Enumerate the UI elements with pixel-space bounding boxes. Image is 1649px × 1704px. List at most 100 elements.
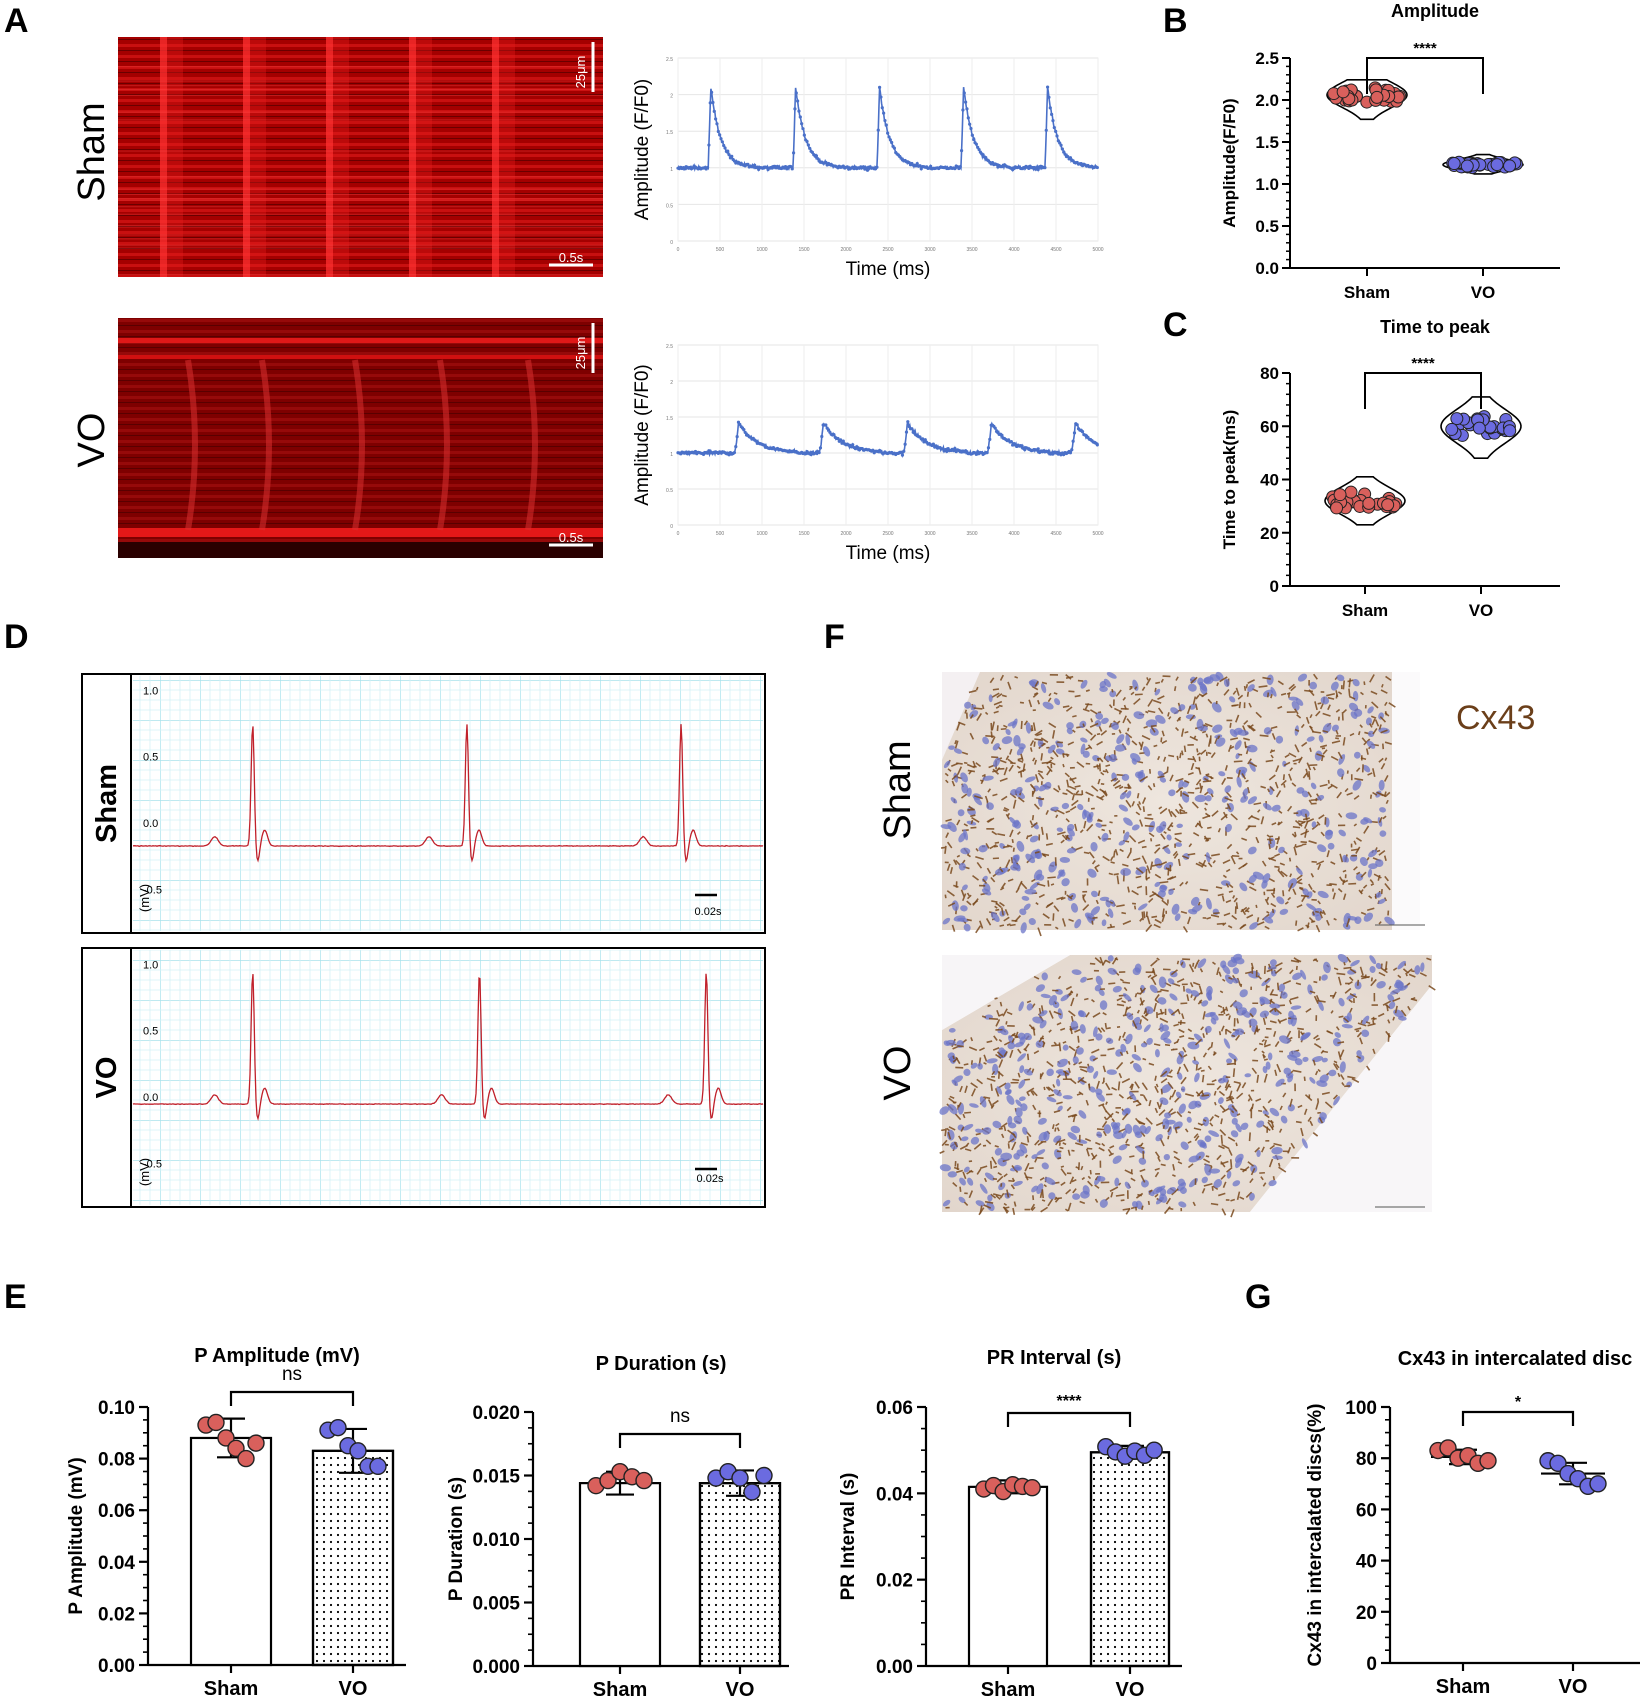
trace-xtick-label: 4500 [1050, 531, 1061, 537]
linescan-vo-band [352, 359, 365, 531]
trace-point [730, 154, 734, 158]
trace-point [923, 438, 927, 442]
trace-point [1048, 106, 1052, 110]
data-point [1362, 496, 1376, 510]
trace-point [824, 160, 828, 164]
panel-b-letter: B [1163, 2, 1188, 40]
linescan-sham-band [160, 37, 167, 277]
significance-bracket [1461, 1410, 1575, 1426]
trace-xtick-label: 3000 [924, 531, 935, 537]
trace-point [710, 90, 714, 94]
xtick-label: Sham [593, 1679, 647, 1701]
trace-point [984, 155, 988, 160]
trace-point [1054, 129, 1058, 133]
trace-point [743, 430, 747, 435]
bar [698, 1482, 782, 1668]
significance-label: ns [282, 1364, 302, 1385]
ytick-label: 0.0 [1255, 259, 1279, 278]
data-point [1333, 488, 1347, 502]
trace-point [810, 150, 815, 154]
trace-point [910, 427, 914, 431]
linescan-vo: VO 25μm 0.5s [71, 318, 603, 558]
ecg-ytick-label: 0.5 [143, 752, 158, 764]
data-point [329, 1418, 347, 1437]
data-point [1344, 485, 1358, 499]
trace-ytick-label: 2.5 [666, 57, 673, 63]
trace-point [1075, 423, 1079, 427]
trace-point [974, 452, 978, 456]
violin-chart-time-to-peak: Time to peak 0 20 40 60 80 Time to peak(ms) Sha… [1220, 317, 1560, 620]
significance-bracket [618, 1432, 742, 1448]
trace-point [832, 432, 836, 437]
trace-point [1050, 112, 1054, 116]
trace-point [887, 135, 891, 139]
data-point [743, 1483, 761, 1501]
data-point [1479, 1452, 1497, 1470]
trace-point [929, 164, 933, 168]
trace-ylabel: Amplitude (F/F0) [632, 364, 653, 505]
data-point [1472, 421, 1486, 435]
trace-ytick-label: 1 [670, 167, 673, 173]
trace-point [791, 151, 796, 155]
linescan-sham-band [326, 37, 333, 277]
trace-xtick-label: 4000 [1008, 531, 1019, 537]
trace-point [900, 453, 905, 457]
significance-bracket [1366, 57, 1484, 94]
trace-point [735, 434, 739, 439]
ecg-ytick-label: 0.0 [143, 1092, 158, 1104]
significance-bracket [229, 1390, 355, 1406]
ytick-label: 0 [1270, 577, 1279, 596]
trace-point [796, 99, 800, 103]
ecg-unit: (mV) [137, 1158, 152, 1186]
trace-xtick-label: 0 [677, 531, 680, 537]
trace-point [993, 426, 997, 430]
data-point [1589, 1475, 1607, 1493]
ecg-vo: VO 1.0 0.5 0.0 -0.5(mV) 0.02s [81, 947, 766, 1208]
chart-ylabel: P Duration (s) [446, 1477, 467, 1601]
trace-point [906, 420, 910, 424]
ytick-label: 100 [1345, 1398, 1377, 1419]
ytick-label: 40 [1356, 1552, 1377, 1573]
trace-xtick-label: 1000 [756, 247, 767, 253]
trace-point [1068, 451, 1073, 455]
trace-xlabel: Time (ms) [846, 259, 931, 280]
trace-xtick-label: 500 [716, 247, 725, 253]
linescan-sham-label: Sham [71, 102, 113, 201]
data-point [1450, 412, 1464, 426]
trace-point [953, 446, 957, 451]
trace-point [882, 111, 886, 115]
trace-point [1020, 444, 1024, 448]
trace-ytick-label: 1 [670, 452, 673, 458]
trace-point [959, 149, 964, 153]
trace-point [875, 165, 879, 169]
trace-point [880, 106, 884, 110]
ecg-group-label: VO [91, 1057, 123, 1099]
trace-point [705, 165, 710, 170]
ytick-label: 0.10 [98, 1398, 135, 1419]
chart-ylabel: Time to peak(ms) [1220, 410, 1239, 550]
ytick-label: 0.5 [1255, 217, 1279, 236]
trace-point [719, 137, 723, 141]
calcium-trace-sham: 0 0.5 1 1.5 2 2.5 0 500 1000 1500 2000 2500 3000 3500… [632, 57, 1104, 280]
data-point [1370, 90, 1384, 104]
trace-point [720, 140, 724, 144]
trace-xtick-label: 0 [677, 247, 680, 253]
panel-f-letter: F [824, 618, 845, 656]
trace-point [1060, 147, 1064, 151]
linescan-vo-band [437, 359, 450, 531]
linescan-sham-time-scale: 0.5s [559, 250, 584, 265]
linescan-vo-time-scale: 0.5s [559, 530, 584, 545]
significance-label: **** [1057, 1393, 1083, 1410]
trace-ytick-label: 0 [670, 524, 673, 530]
ytick-label: 0.04 [98, 1553, 135, 1574]
trace-point [918, 164, 922, 168]
ytick-label: 80 [1260, 364, 1279, 383]
trace-point [1070, 448, 1074, 452]
trace-point [734, 444, 738, 449]
ytick-label: 20 [1356, 1603, 1377, 1624]
trace-point [965, 107, 969, 111]
trace-point [986, 446, 991, 450]
trace-point [972, 137, 976, 142]
trace-point [879, 95, 883, 99]
ytick-label: 0.06 [98, 1501, 135, 1522]
